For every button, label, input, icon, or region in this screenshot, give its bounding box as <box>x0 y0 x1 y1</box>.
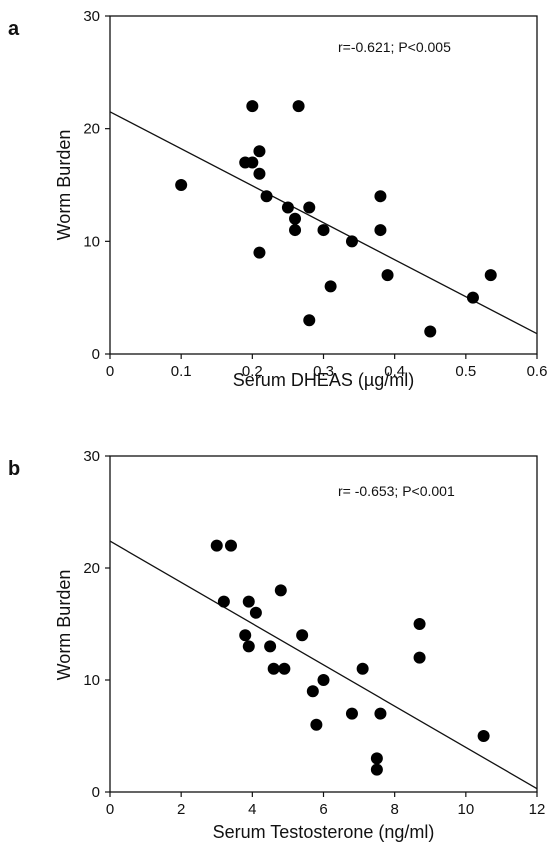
stats-annotation-b: r= -0.653; P<0.001 <box>338 483 455 499</box>
data-point-a <box>484 269 497 282</box>
data-point-a <box>303 201 316 214</box>
data-point-b <box>370 752 383 765</box>
chart-panel-b: 0 2 4 6 8 10 12 0 10 20 30 Serum Testosterone (ng/m… <box>54 448 545 842</box>
data-point-a <box>466 291 479 304</box>
data-point-a <box>253 246 266 259</box>
data-point-a <box>246 100 259 113</box>
y-tick-label-a: 0 <box>92 346 100 363</box>
data-point-a <box>292 100 305 113</box>
data-point-b <box>267 662 280 675</box>
data-point-a <box>175 179 188 191</box>
y-tick-label-b: 20 <box>83 560 100 577</box>
x-tick-label-b: 0 <box>106 801 114 818</box>
data-point-b <box>345 707 358 720</box>
x-axis-label-a: Serum DHEAS (µg/ml) <box>233 370 414 390</box>
x-tick-label-a: 0 <box>106 363 114 380</box>
data-point-b <box>239 629 252 642</box>
data-point-a <box>424 325 437 338</box>
x-tick-label-b: 8 <box>390 801 398 818</box>
data-point-b <box>242 595 255 608</box>
y-tick-label-b: 10 <box>83 672 100 689</box>
x-tick-label-a: 0.1 <box>171 363 192 380</box>
data-point-b <box>264 640 277 653</box>
data-point-b <box>274 584 287 597</box>
data-point-b <box>306 685 319 698</box>
data-point-b <box>374 707 387 720</box>
data-point-b <box>310 718 323 731</box>
panel-a-letter: a <box>8 18 20 40</box>
data-point-b <box>242 640 255 653</box>
data-point-b <box>356 662 369 675</box>
x-tick-label-b: 10 <box>457 801 474 818</box>
data-point-a <box>381 269 394 282</box>
data-point-a <box>374 224 387 237</box>
data-point-b <box>217 595 230 608</box>
x-tick-label-b: 4 <box>248 801 256 818</box>
data-point-a <box>253 167 266 180</box>
y-tick-label-a: 20 <box>83 121 100 138</box>
x-tick-label-a: 0.4 <box>384 363 405 380</box>
regression-line-b <box>109 540 538 790</box>
panel-b-letter: b <box>8 458 21 480</box>
data-point-b <box>210 539 223 552</box>
data-point-a <box>289 212 302 225</box>
y-axis-label-a: Worm Burden <box>54 130 74 241</box>
data-point-b <box>413 651 426 664</box>
data-point-a <box>374 190 387 203</box>
data-point-b <box>477 730 490 742</box>
y-tick-label-b: 30 <box>83 448 100 465</box>
x-tick-label-b: 6 <box>319 801 327 818</box>
chart-panel-a: 0 0.1 0.2 0.3 0.4 0.5 0.6 0 10 20 30 Serum DHEAS (µ… <box>54 8 547 390</box>
data-point-a <box>260 190 273 203</box>
data-point-a <box>281 201 294 214</box>
data-point-b <box>249 606 262 619</box>
y-axis-label-b: Worm Burden <box>54 570 74 681</box>
x-tick-label-b: 12 <box>529 801 546 818</box>
data-point-a <box>246 156 259 169</box>
data-point-a <box>303 314 316 327</box>
data-point-a <box>253 145 266 158</box>
regression-line-a <box>109 111 538 335</box>
y-tick-label-a: 10 <box>83 233 100 250</box>
data-point-b <box>224 539 237 552</box>
x-tick-label-a: 0.2 <box>242 363 263 380</box>
y-tick-label-b: 0 <box>92 784 100 801</box>
data-point-b <box>413 618 426 630</box>
data-point-b <box>296 629 309 642</box>
plot-frame-b <box>109 455 538 793</box>
x-tick-label-a: 0.3 <box>313 363 334 380</box>
x-axis-label-b: Serum Testosterone (ng/ml) <box>213 822 435 842</box>
data-point-a <box>324 280 337 293</box>
data-point-a <box>317 224 330 237</box>
data-point-b <box>278 662 291 675</box>
x-tick-label-b: 2 <box>177 801 185 818</box>
data-point-a <box>289 224 302 237</box>
y-tick-label-a: 30 <box>83 8 100 25</box>
stats-annotation-a: r=-0.621; P<0.005 <box>338 39 451 55</box>
data-point-b <box>370 763 383 776</box>
x-tick-label-a: 0.6 <box>527 363 547 380</box>
x-tick-label-a: 0.5 <box>455 363 476 380</box>
data-point-b <box>317 674 330 686</box>
data-point-a <box>345 235 358 248</box>
